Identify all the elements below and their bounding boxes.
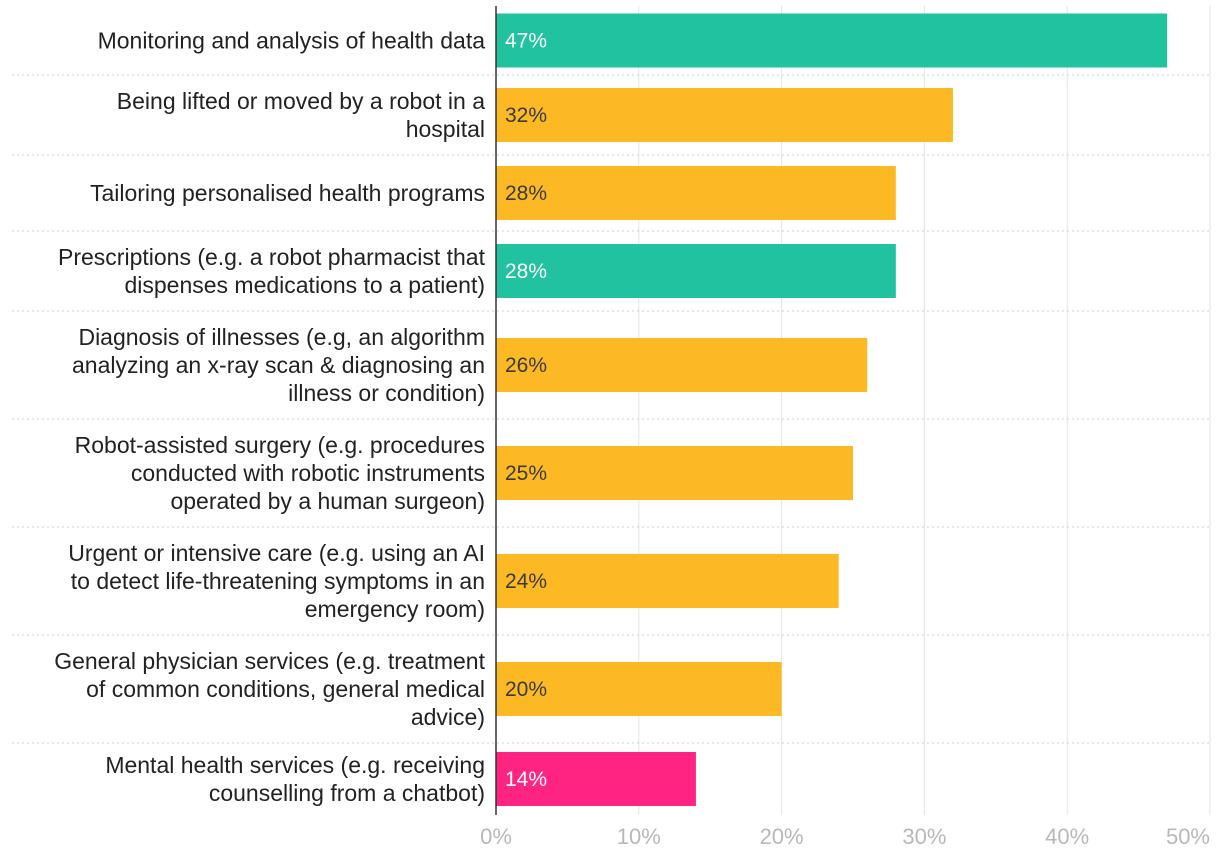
- bar-value-label: 14%: [505, 768, 547, 791]
- category-label-line: conducted with robotic instruments: [131, 460, 485, 486]
- x-tick-label: 30%: [902, 824, 946, 849]
- category-label-line: Diagnosis of illnesses (e.g, an algorith…: [78, 324, 485, 350]
- x-tick-label: 40%: [1045, 824, 1089, 849]
- bar-value-label: 32%: [505, 104, 547, 127]
- category-label-line: illness or condition): [288, 380, 485, 406]
- category-label: Monitoring and analysis of health data: [98, 28, 486, 54]
- category-label-line: of common conditions, general medical: [86, 676, 485, 702]
- category-label-line: Monitoring and analysis of health data: [98, 28, 486, 54]
- category-label: Prescriptions (e.g. a robot pharmacist t…: [58, 244, 486, 298]
- category-label-line: to detect life-threatening symptoms in a…: [71, 568, 485, 594]
- category-label: Robot-assisted surgery (e.g. procedures c…: [75, 432, 485, 514]
- x-tick-label: 0%: [480, 824, 512, 849]
- category-label: Diagnosis of illnesses (e.g, an algorith…: [72, 324, 485, 406]
- category-label-line: General physician services (e.g. treatme…: [54, 648, 485, 674]
- category-label-line: Urgent or intensive care (e.g. using an …: [68, 540, 485, 566]
- category-label: Urgent or intensive care (e.g. using an …: [68, 540, 485, 622]
- bar-value-label: 28%: [505, 260, 547, 283]
- category-label-line: Tailoring personalised health programs: [90, 180, 485, 206]
- x-tick-label: 10%: [617, 824, 661, 849]
- category-label: General physician services (e.g. treatme…: [54, 648, 485, 730]
- category-label-line: Robot-assisted surgery (e.g. procedures: [75, 432, 485, 458]
- bar: [496, 88, 953, 142]
- bar-value-label: 26%: [505, 354, 547, 377]
- bar: [496, 662, 782, 716]
- category-label: Mental health services (e.g. receiving co…: [105, 752, 485, 806]
- category-label-line: Being lifted or moved by a robot in a: [117, 88, 485, 114]
- bar-value-label: 25%: [505, 462, 547, 485]
- x-tick-label: 50%: [1166, 824, 1210, 849]
- bar: [496, 244, 896, 298]
- bar-value-label: 47%: [505, 30, 547, 53]
- bar: [496, 446, 853, 500]
- category-label-line: counselling from a chatbot): [209, 780, 485, 806]
- category-label-line: operated by a human surgeon): [170, 488, 485, 514]
- category-label-line: emergency room): [305, 596, 485, 622]
- bar: [496, 554, 839, 608]
- category-label-line: Mental health services (e.g. receiving: [105, 752, 485, 778]
- category-label: Being lifted or moved by a robot in a hos…: [117, 88, 485, 142]
- bar-value-label: 20%: [505, 678, 547, 701]
- category-label-line: advice): [411, 704, 485, 730]
- bar: [496, 752, 696, 806]
- x-axis-tick-labels: 0% 10% 20% 30% 40% 50%: [480, 824, 1210, 849]
- category-label-line: analyzing an x-ray scan & diagnosing an: [72, 352, 485, 378]
- bar-value-label: 28%: [505, 182, 547, 205]
- category-label-line: hospital: [406, 116, 485, 142]
- bar: [496, 13, 1168, 68]
- value-labels: 47% 32% 28% 28% 26% 25% 24% 20% 14%: [505, 30, 547, 792]
- category-labels: Monitoring and analysis of health data Be…: [54, 28, 485, 807]
- category-label-line: Prescriptions (e.g. a robot pharmacist t…: [58, 244, 486, 270]
- bar: [496, 166, 896, 220]
- bar: [496, 338, 868, 392]
- category-label: Tailoring personalised health programs: [90, 180, 485, 206]
- category-label-line: dispenses medications to a patient): [124, 272, 485, 298]
- bars: [496, 13, 1168, 806]
- x-tick-label: 20%: [760, 824, 804, 849]
- bar-value-label: 24%: [505, 570, 547, 593]
